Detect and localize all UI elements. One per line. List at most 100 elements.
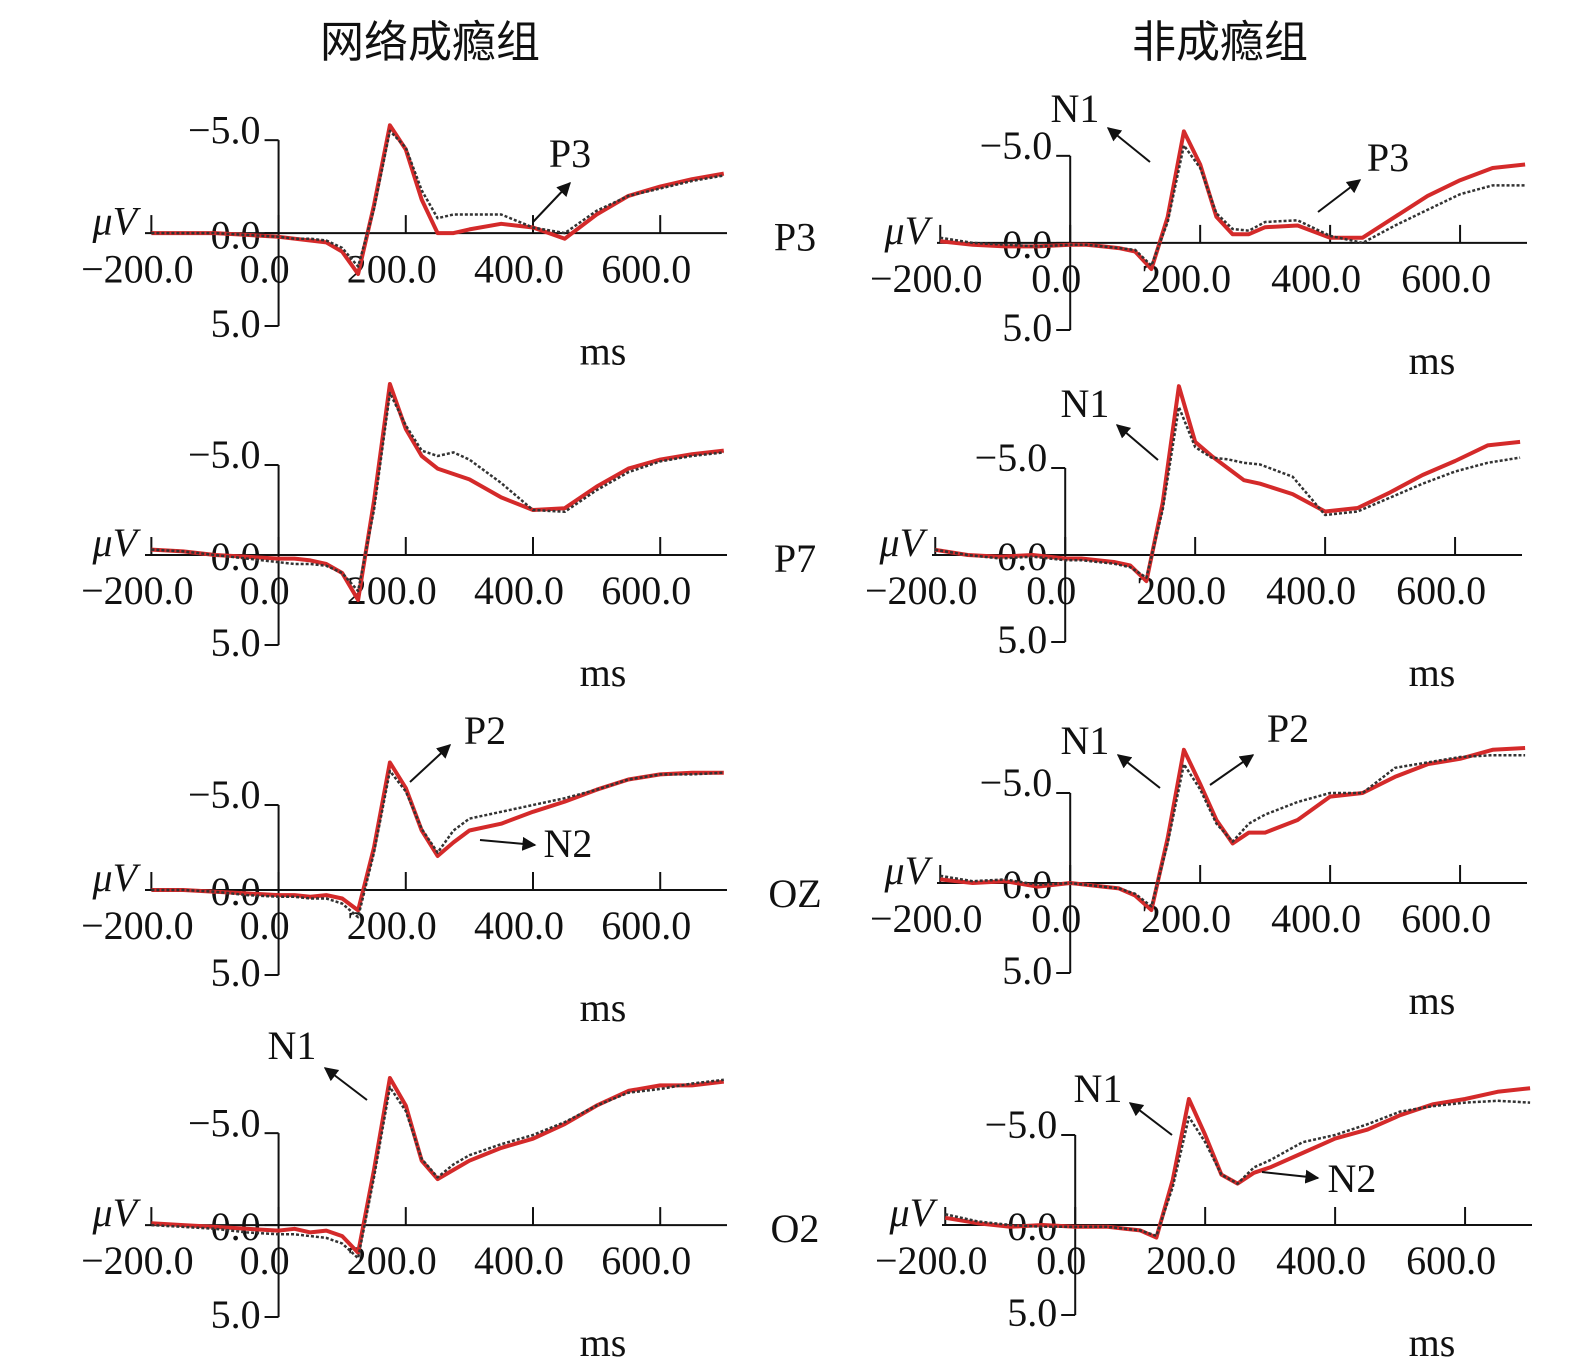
annotation: P2 bbox=[464, 708, 506, 753]
x-axis-label: ms bbox=[1409, 1320, 1456, 1361]
x-tick-label: 200.0 bbox=[1136, 568, 1226, 613]
x-tick-label: 600.0 bbox=[601, 246, 691, 291]
erp-line bbox=[151, 391, 724, 593]
erp-line bbox=[151, 1078, 724, 1260]
annotation: N2 bbox=[544, 821, 593, 866]
x-tick-label: 400.0 bbox=[474, 568, 564, 613]
annotation: P2 bbox=[1267, 706, 1309, 751]
x-tick-label: 200.0 bbox=[1141, 896, 1231, 941]
y-tick-label: −5.0 bbox=[975, 435, 1048, 480]
x-axis-label: ms bbox=[580, 985, 627, 1030]
x-tick-label: 0.0 bbox=[1026, 568, 1076, 613]
erp-line bbox=[935, 405, 1521, 579]
annotation-arrow bbox=[1317, 179, 1362, 213]
x-tick-label: 600.0 bbox=[601, 1238, 691, 1283]
erp-line bbox=[151, 382, 725, 602]
x-tick-label: −200.0 bbox=[81, 568, 194, 613]
y-tick-label: 5.0 bbox=[211, 301, 261, 346]
y-tick-label: −5.0 bbox=[188, 772, 261, 817]
y-tick-label: −5.0 bbox=[188, 107, 261, 152]
annotation: N1 bbox=[1051, 86, 1100, 131]
row-label: P7 bbox=[774, 536, 816, 581]
row-label: OZ bbox=[768, 871, 821, 916]
annotation-arrow bbox=[1209, 754, 1255, 786]
annotation: N1 bbox=[268, 1023, 317, 1068]
erp-line bbox=[940, 144, 1526, 267]
annotation: N1 bbox=[1061, 718, 1110, 763]
x-tick-label: −200.0 bbox=[81, 246, 194, 291]
annotation-arrow bbox=[1106, 127, 1151, 163]
annotation: P3 bbox=[549, 131, 591, 176]
y-tick-label: −5.0 bbox=[188, 1100, 261, 1145]
y-tick-label: −5.0 bbox=[980, 760, 1053, 805]
y-tick-label: −5.0 bbox=[188, 432, 261, 477]
x-tick-label: 0.0 bbox=[240, 903, 290, 948]
y-tick-label: −5.0 bbox=[980, 123, 1053, 168]
x-axis-label: ms bbox=[580, 1320, 627, 1361]
x-tick-label: 400.0 bbox=[1271, 896, 1361, 941]
y-tick-label: 5.0 bbox=[211, 1292, 261, 1337]
x-tick-label: 600.0 bbox=[601, 903, 691, 948]
x-tick-label: 200.0 bbox=[347, 903, 437, 948]
x-tick-label: 200.0 bbox=[1146, 1238, 1236, 1283]
x-axis-label: ms bbox=[580, 328, 627, 373]
y-tick-label: 5.0 bbox=[1002, 948, 1052, 993]
x-axis-label: ms bbox=[580, 650, 627, 695]
x-tick-label: 600.0 bbox=[1401, 896, 1491, 941]
y-axis-label: μV bbox=[91, 520, 141, 565]
x-tick-label: 400.0 bbox=[474, 903, 564, 948]
y-axis-label: μV bbox=[878, 520, 928, 565]
x-tick-label: −200.0 bbox=[81, 1238, 194, 1283]
x-tick-label: 400.0 bbox=[1266, 568, 1356, 613]
x-tick-label: 0.0 bbox=[240, 1238, 290, 1283]
x-tick-label: −200.0 bbox=[870, 256, 983, 301]
y-axis-label: μV bbox=[883, 848, 933, 893]
y-tick-label: 5.0 bbox=[211, 950, 261, 995]
erp-line bbox=[944, 1099, 1531, 1238]
x-tick-label: 0.0 bbox=[1031, 896, 1081, 941]
x-axis-label: ms bbox=[1409, 650, 1456, 695]
x-tick-label: 200.0 bbox=[1141, 256, 1231, 301]
x-axis-label: ms bbox=[1409, 338, 1456, 383]
erp-line bbox=[934, 384, 1521, 584]
annotation-arrow bbox=[532, 181, 571, 223]
y-tick-label: 5.0 bbox=[211, 620, 261, 665]
erp-line bbox=[151, 769, 724, 919]
x-axis-label: ms bbox=[1409, 978, 1456, 1023]
x-tick-label: 400.0 bbox=[474, 1238, 564, 1283]
x-tick-label: 600.0 bbox=[1406, 1238, 1496, 1283]
annotation-arrow bbox=[1115, 424, 1159, 461]
y-tick-label: 5.0 bbox=[1007, 1290, 1057, 1335]
x-tick-label: −200.0 bbox=[865, 568, 978, 613]
annotation-arrow bbox=[1261, 1169, 1320, 1184]
x-tick-label: 0.0 bbox=[240, 568, 290, 613]
x-tick-label: 600.0 bbox=[1396, 568, 1486, 613]
row-label: P3 bbox=[774, 214, 816, 259]
annotation: N2 bbox=[1328, 1156, 1377, 1201]
annotation: N1 bbox=[1074, 1066, 1123, 1111]
x-tick-label: 0.0 bbox=[1036, 1238, 1086, 1283]
x-tick-label: 600.0 bbox=[1401, 256, 1491, 301]
x-tick-label: 0.0 bbox=[240, 246, 290, 291]
x-tick-label: 400.0 bbox=[1271, 256, 1361, 301]
x-tick-label: 400.0 bbox=[474, 246, 564, 291]
x-tick-label: 400.0 bbox=[1276, 1238, 1366, 1283]
y-axis-label: μV bbox=[91, 198, 141, 243]
y-axis-label: μV bbox=[91, 1190, 141, 1235]
x-tick-label: 600.0 bbox=[601, 568, 691, 613]
x-tick-label: −200.0 bbox=[81, 903, 194, 948]
erp-line bbox=[939, 753, 1526, 908]
annotation: P3 bbox=[1367, 135, 1409, 180]
x-tick-label: −200.0 bbox=[875, 1238, 988, 1283]
annotation: N1 bbox=[1061, 381, 1110, 426]
annotation-arrow bbox=[409, 744, 452, 783]
annotation-arrow bbox=[479, 836, 537, 851]
erp-line bbox=[151, 129, 725, 268]
y-axis-label: μV bbox=[883, 208, 933, 253]
row-label: O2 bbox=[771, 1206, 820, 1251]
annotation-arrow bbox=[1128, 1102, 1173, 1136]
x-tick-label: −200.0 bbox=[870, 896, 983, 941]
y-tick-label: 5.0 bbox=[997, 617, 1047, 662]
column-title: 网络成瘾组 bbox=[320, 17, 540, 68]
